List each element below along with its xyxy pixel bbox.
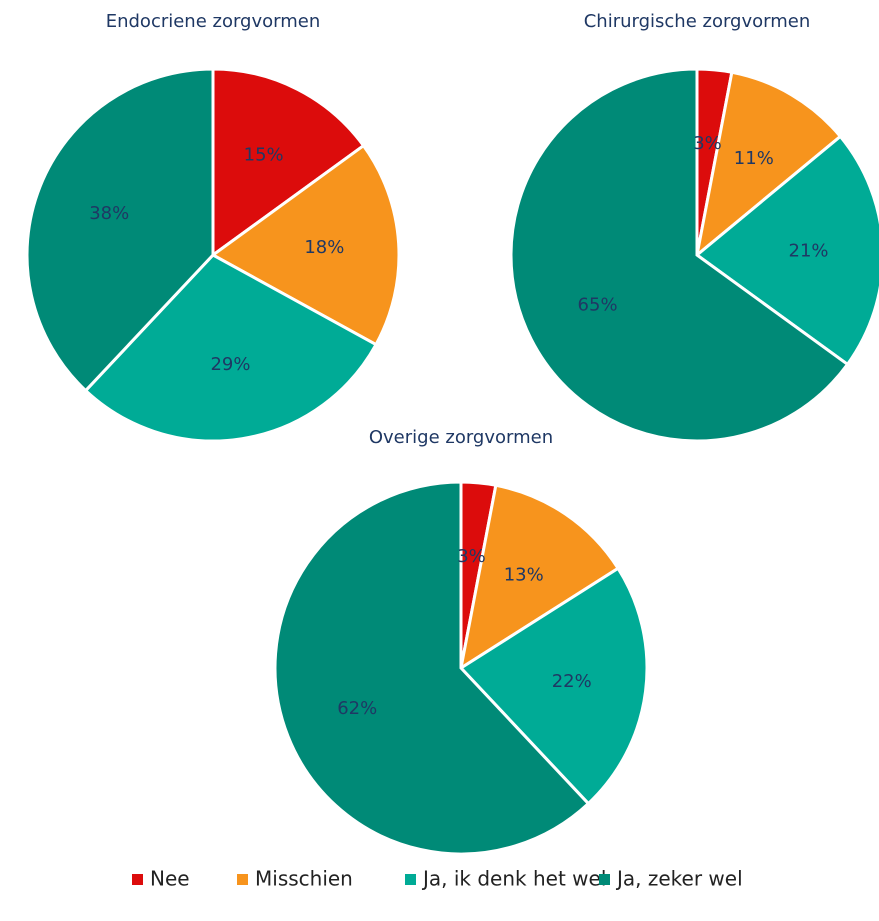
legend-label: Nee <box>150 867 190 891</box>
data-label: 21% <box>789 240 829 261</box>
legend-swatch <box>599 874 610 885</box>
chart-title: Endocriene zorgvormen <box>106 11 321 32</box>
data-label: 29% <box>210 354 250 375</box>
data-label: 65% <box>578 295 618 316</box>
pie-slice <box>273 480 591 856</box>
data-label: 18% <box>304 237 344 258</box>
legend-label: Ja, ik denk het wel <box>421 867 606 891</box>
data-label: 22% <box>552 671 592 692</box>
data-label: 38% <box>89 203 129 224</box>
data-label: 3% <box>457 546 486 567</box>
chart-title: Overige zorgvormen <box>369 427 553 448</box>
data-label: 15% <box>244 145 284 166</box>
pie-slice <box>83 253 379 443</box>
pie-slice <box>694 70 843 259</box>
pie-slice <box>694 134 879 367</box>
data-label: 62% <box>337 698 377 719</box>
data-label: 13% <box>504 565 544 586</box>
pie-slice <box>210 143 401 347</box>
legend-label: Misschien <box>255 867 353 891</box>
legend-swatch <box>132 874 143 885</box>
data-label: 11% <box>734 148 774 169</box>
legend-swatch <box>405 874 416 885</box>
pie-slice <box>211 67 366 258</box>
pie-slice <box>25 67 215 393</box>
legend: Nee Misschien Ja, ik denk het wel Ja, zeker… <box>132 867 743 891</box>
pie-slice <box>509 67 850 443</box>
chart-title: Chirurgische zorgvormen <box>584 11 811 32</box>
pie-slice <box>458 566 649 806</box>
pie-slice <box>458 483 621 672</box>
legend-label: Ja, zeker wel <box>615 867 743 891</box>
legend-swatch <box>237 874 248 885</box>
data-label: 3% <box>693 133 722 154</box>
